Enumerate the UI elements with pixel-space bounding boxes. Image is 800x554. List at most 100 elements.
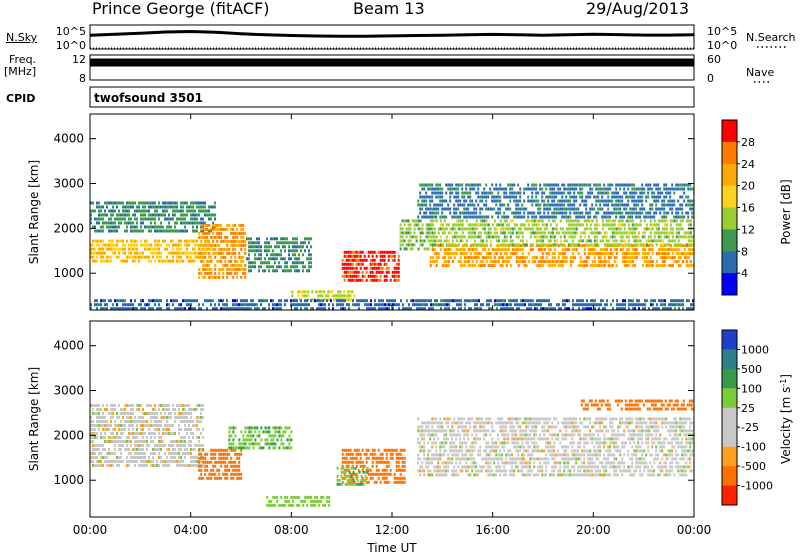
velocity-cell bbox=[200, 404, 202, 407]
power-cell bbox=[587, 252, 590, 256]
power-cell bbox=[150, 229, 152, 233]
power-cell bbox=[629, 260, 632, 264]
power-cell bbox=[521, 235, 524, 239]
power-cell bbox=[202, 251, 205, 255]
power-cell bbox=[587, 183, 590, 187]
power-cell bbox=[569, 223, 572, 227]
power-cell bbox=[421, 187, 424, 191]
power-cell bbox=[174, 251, 176, 255]
power-cell bbox=[471, 183, 474, 187]
power-cell bbox=[543, 191, 546, 195]
velocity-cell bbox=[198, 440, 200, 443]
power-cell bbox=[518, 307, 520, 310]
power-cell bbox=[170, 259, 172, 263]
power-cell bbox=[208, 209, 210, 213]
power-cell bbox=[357, 262, 360, 266]
power-cell bbox=[186, 209, 188, 213]
power-cell bbox=[90, 213, 92, 217]
velocity-cell bbox=[216, 448, 219, 452]
power-cell bbox=[485, 223, 488, 227]
power-cell bbox=[90, 255, 92, 259]
power-cell bbox=[232, 231, 235, 235]
power-cell bbox=[385, 266, 388, 270]
power-cell bbox=[144, 201, 146, 205]
velocity-cell bbox=[132, 436, 134, 439]
power-cell bbox=[122, 259, 124, 263]
power-cell bbox=[246, 307, 248, 310]
velocity-cell bbox=[236, 452, 239, 456]
cpid-label: CPID bbox=[6, 92, 36, 105]
power-cell bbox=[511, 211, 514, 215]
power-cell bbox=[502, 307, 504, 310]
velocity-cell bbox=[220, 456, 223, 460]
power-cell bbox=[351, 290, 354, 294]
power-cell bbox=[479, 199, 482, 203]
velocity-cell bbox=[230, 464, 233, 468]
power-cell bbox=[683, 235, 686, 239]
power-cell bbox=[651, 215, 654, 219]
power-cell bbox=[565, 187, 568, 191]
power-cell bbox=[204, 235, 207, 239]
power-cell bbox=[621, 211, 624, 215]
power-cell bbox=[627, 243, 630, 247]
power-cell bbox=[617, 191, 620, 195]
power-cell bbox=[164, 239, 166, 243]
power-cell bbox=[545, 195, 548, 199]
velocity-cell bbox=[284, 446, 287, 450]
power-cell bbox=[671, 227, 674, 231]
power-cell bbox=[463, 260, 466, 264]
velocity-cell bbox=[124, 412, 126, 415]
power-cell bbox=[152, 201, 154, 205]
power-cell bbox=[444, 303, 446, 307]
power-cell bbox=[296, 299, 298, 303]
velocity-cell bbox=[142, 460, 144, 463]
power-cell bbox=[691, 211, 694, 215]
power-cell bbox=[340, 307, 342, 310]
power-cell bbox=[649, 260, 652, 264]
power-cell bbox=[489, 239, 492, 243]
power-cell bbox=[631, 256, 634, 260]
power-cell bbox=[204, 255, 207, 259]
power-cell bbox=[489, 235, 492, 239]
power-cell bbox=[597, 223, 600, 227]
power-cell bbox=[691, 235, 694, 239]
velocity-cell bbox=[166, 404, 168, 407]
power-cell bbox=[126, 209, 128, 213]
velocity-cell bbox=[146, 420, 148, 423]
power-cell bbox=[375, 270, 378, 274]
power-cell bbox=[152, 247, 154, 251]
power-cell bbox=[234, 235, 237, 239]
power-cell bbox=[651, 191, 654, 195]
power-cell bbox=[126, 239, 128, 243]
power-cell bbox=[212, 213, 214, 217]
power-cell bbox=[397, 270, 400, 274]
power-cell bbox=[401, 227, 404, 231]
power-cell bbox=[569, 187, 572, 191]
power-cell bbox=[673, 215, 676, 219]
power-cell bbox=[677, 256, 680, 260]
power-cell bbox=[467, 223, 470, 227]
velocity-cell bbox=[136, 444, 138, 447]
power-cell bbox=[130, 243, 132, 247]
power-cell bbox=[629, 207, 632, 211]
power-cell bbox=[377, 270, 380, 274]
power-cell bbox=[599, 264, 602, 268]
power-cell bbox=[429, 260, 432, 264]
power-cell bbox=[176, 229, 178, 233]
power-cell bbox=[585, 195, 588, 199]
power-cell bbox=[414, 299, 416, 303]
power-cell bbox=[535, 239, 538, 243]
power-cell bbox=[589, 187, 592, 191]
velocity-cell bbox=[178, 456, 180, 459]
power-cell bbox=[429, 264, 432, 268]
power-cell bbox=[679, 195, 682, 199]
power-cell bbox=[509, 243, 512, 247]
power-cell bbox=[621, 235, 624, 239]
velocity-cell bbox=[272, 503, 275, 507]
power-cell bbox=[635, 191, 638, 195]
power-cell bbox=[670, 307, 672, 310]
velocity-cell bbox=[160, 424, 162, 427]
power-cell bbox=[639, 187, 642, 191]
power-cell bbox=[493, 235, 496, 239]
velocity-cell bbox=[108, 460, 110, 463]
